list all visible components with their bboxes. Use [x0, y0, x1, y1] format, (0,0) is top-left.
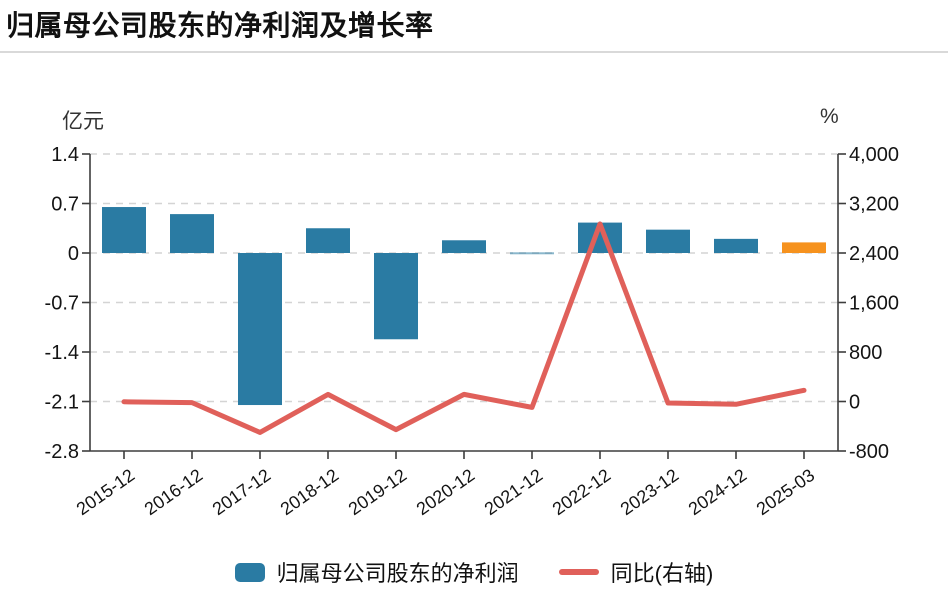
x-tick-label: 2016-12 — [141, 465, 207, 519]
bar-2016-12 — [170, 214, 214, 253]
left-tick-label: -1.4 — [45, 342, 79, 364]
legend-label: 同比(右轴) — [610, 561, 714, 586]
page-title: 归属母公司股东的净利润及增长率 — [6, 10, 434, 41]
bar-2020-12 — [442, 240, 486, 253]
bar-2021-12 — [510, 252, 554, 255]
line-series-swatch — [558, 569, 599, 575]
left-tick-label: -2.1 — [45, 392, 79, 414]
left-tick-label: 0.7 — [51, 194, 79, 216]
right-tick-label: 800 — [849, 342, 882, 364]
left-tick-label: -0.7 — [45, 293, 79, 315]
bar-2019-12 — [374, 253, 418, 340]
x-tick-label: 2020-12 — [413, 465, 479, 519]
chart-legend: 归属母公司股东的净利润 同比(右轴) — [0, 556, 948, 588]
bar-2017-12 — [238, 253, 282, 406]
left-tick-label: -2.8 — [45, 441, 79, 463]
bar-2015-12 — [102, 207, 146, 253]
left-axis-unit: 亿元 — [62, 110, 104, 133]
right-tick-label: 4,000 — [849, 144, 899, 166]
yoy-line — [121, 221, 807, 435]
x-tick-label: 2019-12 — [345, 465, 411, 519]
x-tick-label: 2022-12 — [549, 465, 615, 519]
right-axis-unit: % — [820, 105, 839, 128]
right-tick-label: 2,400 — [849, 243, 899, 265]
x-tick-label: 2017-12 — [209, 465, 275, 519]
legend-label: 归属母公司股东的净利润 — [276, 561, 519, 586]
bar-2025-03 — [782, 242, 826, 253]
chart-canvas: 1.4 0.7 0 -0.7 -1.4 -2.1 -2.8 4,000 3,200 2,400 1,… — [45, 144, 900, 519]
x-tick-label: 2024-12 — [685, 465, 751, 519]
x-tick-label: 2018-12 — [277, 465, 343, 519]
title-divider — [0, 51, 948, 53]
legend-item-net-profit[interactable]: 归属母公司股东的净利润 — [234, 556, 519, 588]
x-tick-label: 2025-03 — [753, 465, 819, 519]
x-tick-label: 2021-12 — [481, 465, 547, 519]
bar-2018-12 — [306, 228, 350, 253]
left-tick-label: 0 — [68, 243, 79, 265]
right-tick-label: -800 — [849, 441, 889, 463]
x-tick-label: 2015-12 — [73, 465, 139, 519]
bar-2023-12 — [646, 229, 690, 253]
x-tick-label: 2023-12 — [617, 465, 683, 519]
bar-series-swatch — [234, 562, 265, 582]
left-tick-label: 1.4 — [51, 144, 79, 166]
right-tick-label: 1,600 — [849, 293, 899, 315]
right-tick-label: 3,200 — [849, 194, 899, 216]
right-tick-label: 0 — [849, 392, 860, 414]
legend-item-yoy[interactable]: 同比(右轴) — [558, 556, 714, 588]
bar-2024-12 — [714, 238, 758, 253]
